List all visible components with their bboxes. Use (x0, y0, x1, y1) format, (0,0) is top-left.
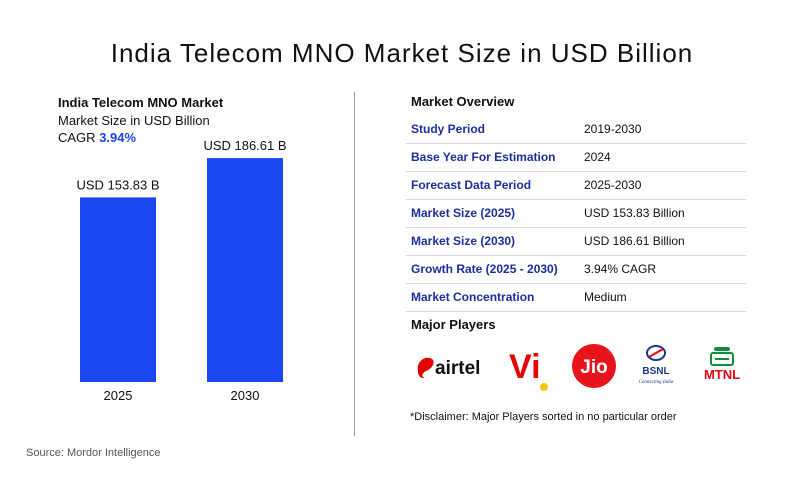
data-label-2030: USD 186.61 B (203, 138, 286, 153)
overview-row-value: USD 153.83 Billion (584, 206, 685, 220)
overview-row: Market Size (2025) USD 153.83 Billion (406, 200, 746, 228)
overview-row-label: Market Size (2025) (411, 206, 516, 220)
overview-row-value: Medium (584, 290, 627, 304)
overview-row-label: Growth Rate (2025 - 2030) (411, 262, 558, 276)
vertical-divider (354, 92, 355, 436)
overview-row: Study Period 2019-2030 (406, 116, 746, 144)
airtel-logo: airtel (412, 341, 492, 393)
overview-row: Market Size (2030) USD 186.61 Billion (406, 228, 746, 256)
overview-row-value: USD 186.61 Billion (584, 234, 685, 248)
overview-row-label: Market Size (2030) (411, 234, 516, 248)
overview-row: Market Concentration Medium (406, 284, 746, 312)
chart-subtitle: Market Size in USD Billion (58, 113, 210, 128)
players-title: Major Players (411, 317, 496, 332)
disclaimer: *Disclaimer: Major Players sorted in no … (410, 411, 677, 423)
jio-logo: Jio (570, 341, 620, 393)
vi-logo: Vi (505, 341, 557, 393)
mtnl-logo: MTNL (694, 341, 750, 393)
airtel-logo-text: airtel (435, 358, 480, 379)
bsnl-logo: BSNL Connecting India (632, 341, 684, 393)
x-tick-2030: 2030 (231, 388, 260, 403)
mtnl-logo-text: MTNL (704, 367, 740, 382)
bar-chart: USD 153.83 B 2025 USD 186.61 B 2030 (76, 138, 286, 403)
cagr-label: CAGR (58, 130, 96, 145)
overview-row-value: 2024 (584, 150, 611, 164)
overview-row-value: 2025-2030 (584, 178, 642, 192)
overview-row-value: 3.94% CAGR (584, 262, 657, 276)
market-name: India Telecom MNO Market (58, 95, 224, 110)
chart-header: India Telecom MNO Market Market Size in … (58, 94, 223, 146)
overview-row: Base Year For Estimation 2024 (406, 144, 746, 172)
overview-row: Growth Rate (2025 - 2030) 3.94% CAGR (406, 256, 746, 284)
bsnl-logo-tagline: Connecting India (639, 380, 674, 385)
overview-row: Forecast Data Period 2025-2030 (406, 172, 746, 200)
page-title: India Telecom MNO Market Size in USD Bil… (110, 38, 694, 68)
overview-title: Market Overview (411, 94, 515, 109)
cagr-line: CAGR 3.94% (58, 129, 223, 146)
source-note: Source: Mordor Intelligence (26, 447, 161, 459)
bar-2030 (207, 158, 283, 382)
cagr-value: 3.94% (99, 130, 137, 145)
overview-table: Study Period 2019-2030 Base Year For Estim… (406, 116, 746, 312)
vi-logo-text: Vi (509, 348, 541, 386)
bsnl-logo-text: BSNL (642, 366, 669, 377)
overview-row-label: Base Year For Estimation (411, 150, 556, 164)
bar-2025 (80, 197, 156, 382)
overview-row-label: Forecast Data Period (411, 178, 532, 192)
overview-row-label: Market Concentration (411, 290, 535, 304)
data-label-2025: USD 153.83 B (76, 177, 159, 192)
jio-logo-text: Jio (580, 357, 607, 378)
x-tick-2025: 2025 (104, 388, 133, 403)
player-logos: airtel Vi Jio BSNL Connecting India MTNL (410, 341, 750, 393)
overview-row-value: 2019-2030 (584, 122, 642, 136)
overview-row-label: Study Period (411, 122, 486, 136)
